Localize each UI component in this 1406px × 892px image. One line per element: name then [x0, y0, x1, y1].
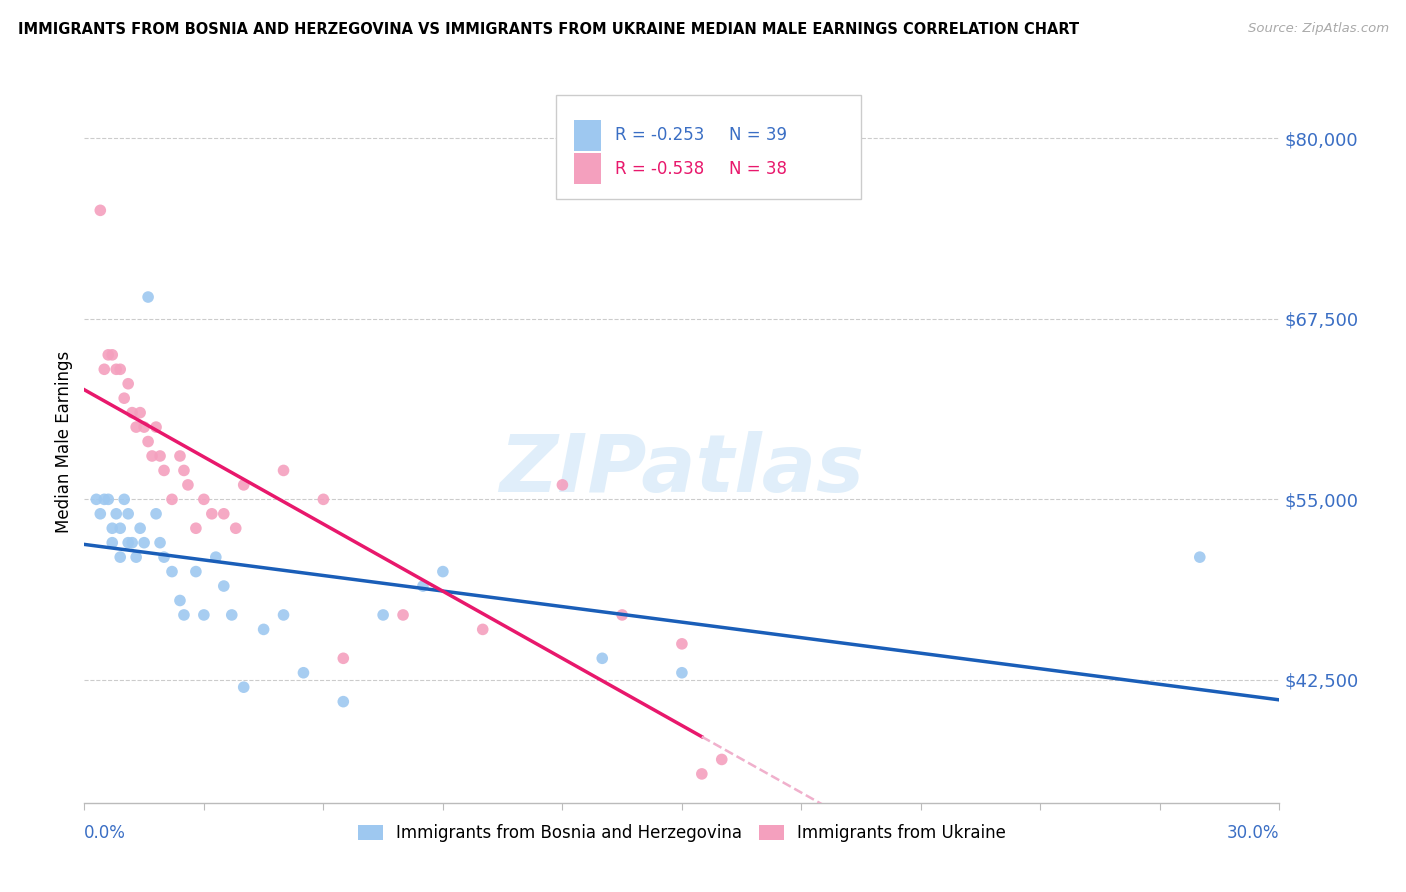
Point [292, 665, 315, 680]
Point [671, 665, 693, 680]
Point [551, 478, 574, 492]
Point [149, 535, 172, 549]
Point [212, 579, 235, 593]
Text: N = 39: N = 39 [728, 127, 786, 145]
Point [89, 507, 111, 521]
Point [471, 623, 494, 637]
Point [125, 420, 148, 434]
Y-axis label: Median Male Earnings: Median Male Earnings [55, 351, 73, 533]
Point [149, 449, 172, 463]
Point [193, 492, 215, 507]
Point [101, 348, 124, 362]
Bar [575, 120, 600, 151]
Point [173, 463, 195, 477]
Point [212, 507, 235, 521]
Point [591, 651, 613, 665]
Point [232, 680, 254, 694]
Point [332, 695, 354, 709]
Point [273, 463, 295, 477]
Point [105, 507, 128, 521]
Point [160, 565, 183, 579]
Point [145, 507, 167, 521]
Bar [575, 153, 600, 184]
Point [412, 579, 434, 593]
Point [89, 203, 111, 218]
Point [1188, 550, 1211, 565]
Point [105, 362, 128, 376]
Point [141, 449, 163, 463]
Point [710, 752, 733, 766]
Point [221, 607, 243, 622]
Point [117, 376, 139, 391]
Point [86, 492, 108, 507]
Point [145, 420, 167, 434]
Point [110, 550, 132, 565]
Point [169, 449, 191, 463]
Point [671, 637, 693, 651]
Point [121, 535, 143, 549]
Point [136, 434, 159, 449]
Point [193, 607, 215, 622]
Point [121, 406, 143, 420]
Point [112, 391, 135, 405]
Point [201, 507, 224, 521]
Point [612, 607, 634, 622]
Text: 0.0%: 0.0% [84, 824, 127, 842]
Text: ZIPatlas: ZIPatlas [499, 432, 865, 509]
Point [101, 535, 124, 549]
Point [129, 406, 152, 420]
Point [93, 492, 115, 507]
Text: R = -0.253: R = -0.253 [614, 127, 704, 145]
Point [432, 565, 454, 579]
Point [184, 565, 207, 579]
Point [232, 478, 254, 492]
Point [101, 521, 124, 535]
Point [132, 420, 156, 434]
Point [153, 550, 176, 565]
Point [93, 362, 115, 376]
Point [392, 607, 415, 622]
Point [153, 463, 176, 477]
Point [184, 521, 207, 535]
Point [129, 521, 152, 535]
Point [173, 607, 195, 622]
Point [177, 478, 200, 492]
Text: IMMIGRANTS FROM BOSNIA AND HERZEGOVINA VS IMMIGRANTS FROM UKRAINE MEDIAN MALE EA: IMMIGRANTS FROM BOSNIA AND HERZEGOVINA V… [18, 22, 1080, 37]
Point [112, 492, 135, 507]
Point [136, 290, 159, 304]
Text: 30.0%: 30.0% [1227, 824, 1279, 842]
Text: R = -0.538: R = -0.538 [614, 160, 704, 178]
Point [312, 492, 335, 507]
Point [110, 521, 132, 535]
Point [731, 839, 754, 854]
Point [169, 593, 191, 607]
Point [110, 362, 132, 376]
Point [205, 550, 228, 565]
Point [97, 492, 120, 507]
FancyBboxPatch shape [557, 95, 862, 200]
Point [273, 607, 295, 622]
Point [253, 623, 276, 637]
Point [332, 651, 354, 665]
Text: Source: ZipAtlas.com: Source: ZipAtlas.com [1249, 22, 1389, 36]
Point [117, 535, 139, 549]
Point [225, 521, 247, 535]
Point [160, 492, 183, 507]
Point [373, 607, 395, 622]
Point [125, 550, 148, 565]
Point [117, 507, 139, 521]
Point [132, 535, 156, 549]
Text: N = 38: N = 38 [728, 160, 786, 178]
Point [690, 767, 713, 781]
Legend: Immigrants from Bosnia and Herzegovina, Immigrants from Ukraine: Immigrants from Bosnia and Herzegovina, … [352, 817, 1012, 848]
Point [97, 348, 120, 362]
